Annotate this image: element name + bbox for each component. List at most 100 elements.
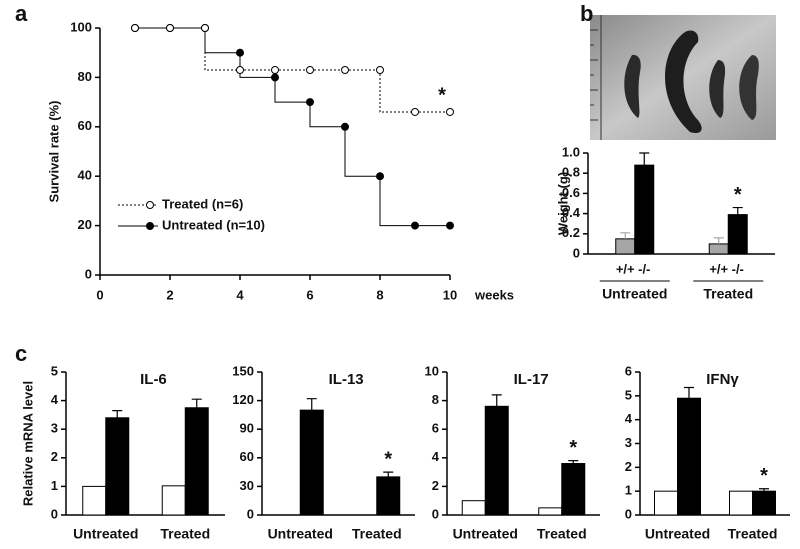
bar: [727, 214, 748, 255]
y-tick-label: 3: [625, 435, 632, 450]
y-tick-label: 4: [432, 449, 440, 464]
marker: [271, 65, 279, 74]
annotation: *: [569, 437, 577, 459]
y-tick-label: 150: [232, 363, 254, 378]
marker: [306, 98, 314, 107]
step-segment: [379, 176, 415, 227]
x-tick-label: Treated: [703, 286, 753, 302]
y-tick-label: 0: [85, 266, 92, 281]
marker: [376, 65, 384, 74]
marker: [376, 172, 384, 181]
y-tick-label: 80: [78, 69, 92, 84]
step-segment: [204, 28, 240, 71]
series-label: +/+: [709, 261, 728, 276]
x-tick-label: Treated: [352, 526, 402, 542]
y-tick-label: 5: [51, 363, 58, 378]
chart-title: IL-13: [329, 371, 364, 388]
legend-marker: [146, 201, 154, 209]
marker: [341, 65, 349, 74]
legend-label: Untreated (n=10): [162, 217, 265, 232]
error-bar: [684, 386, 694, 399]
bar: [461, 500, 486, 516]
y-tick-label: 6: [432, 421, 439, 436]
marker: [411, 221, 419, 230]
bar: [105, 417, 130, 516]
legend-label: Treated (n=6): [162, 196, 243, 211]
annotation: *: [734, 184, 742, 206]
y-tick-label: 4: [51, 392, 59, 407]
y-tick-label: 3: [51, 421, 58, 436]
bar: [752, 490, 776, 516]
specimen-photo: [590, 15, 776, 140]
annotation: *: [438, 84, 446, 106]
step-segment: [309, 102, 345, 128]
y-tick-label: 30: [240, 478, 254, 493]
y-tick-label: 0.8: [562, 165, 580, 180]
series-label: -/-: [732, 261, 744, 276]
step-segment: [239, 52, 275, 78]
y-tick-label: 20: [78, 217, 92, 232]
panel-label: a: [15, 1, 28, 26]
y-tick-label: 0: [51, 506, 58, 521]
marker: [166, 24, 174, 32]
y-tick-label: 4: [625, 411, 633, 426]
annotation: *: [760, 465, 768, 487]
x-tick-label: Untreated: [645, 526, 710, 542]
marker: [131, 24, 139, 32]
marker: [446, 221, 454, 230]
marker: [446, 107, 454, 116]
error-bar: [306, 398, 317, 411]
marker: [271, 73, 279, 82]
chart-title: IL-17: [514, 371, 549, 388]
bar: [376, 476, 401, 516]
panel-label: c: [15, 341, 27, 366]
x-tick-label: 2: [166, 287, 173, 302]
bar: [615, 238, 636, 255]
marker: [236, 65, 244, 74]
bar: [677, 397, 701, 516]
bar: [161, 485, 186, 516]
x-tick-label: Untreated: [268, 526, 333, 542]
error-bar: [112, 410, 123, 418]
error-bar: [191, 398, 202, 408]
y-axis-label: Relative mRNA level: [20, 381, 35, 506]
bar: [299, 409, 324, 516]
y-tick-label: 2: [625, 459, 632, 474]
y-tick-label: 1.0: [562, 144, 580, 159]
y-tick-label: 6: [625, 363, 632, 378]
bar: [484, 405, 509, 516]
error-bar: [639, 152, 650, 166]
y-tick-label: 0: [573, 245, 580, 260]
bar: [634, 164, 655, 255]
y-tick-label: 8: [432, 392, 439, 407]
y-tick-label: 0.2: [562, 225, 580, 240]
x-tick-label: Untreated: [602, 286, 667, 302]
error-bar: [383, 471, 394, 477]
marker: [341, 122, 349, 131]
bar: [654, 490, 678, 516]
series-label: -/-: [638, 261, 650, 276]
y-tick-label: 10: [425, 363, 439, 378]
y-tick-label: 2: [51, 449, 58, 464]
marker: [411, 107, 419, 116]
x-tick-label: Untreated: [453, 526, 518, 542]
legend-marker: [146, 222, 154, 230]
bar: [538, 507, 563, 516]
error-bar: [491, 394, 502, 407]
step-segment: [344, 126, 380, 177]
error-bar: [620, 232, 631, 239]
x-tick-label: 4: [236, 287, 244, 302]
error-bar: [759, 488, 769, 492]
bar: [184, 407, 209, 516]
y-tick-label: 90: [240, 421, 254, 436]
y-tick-label: 0: [432, 506, 439, 521]
marker: [201, 24, 209, 32]
x-tick-label: Treated: [160, 526, 210, 542]
series-label: +/+: [616, 261, 635, 276]
x-tick-label: 8: [376, 287, 383, 302]
step-segment: [379, 69, 415, 113]
x-tick-label: 10: [443, 287, 457, 302]
y-tick-label: 0: [625, 506, 632, 521]
panel-label: b: [580, 1, 593, 26]
